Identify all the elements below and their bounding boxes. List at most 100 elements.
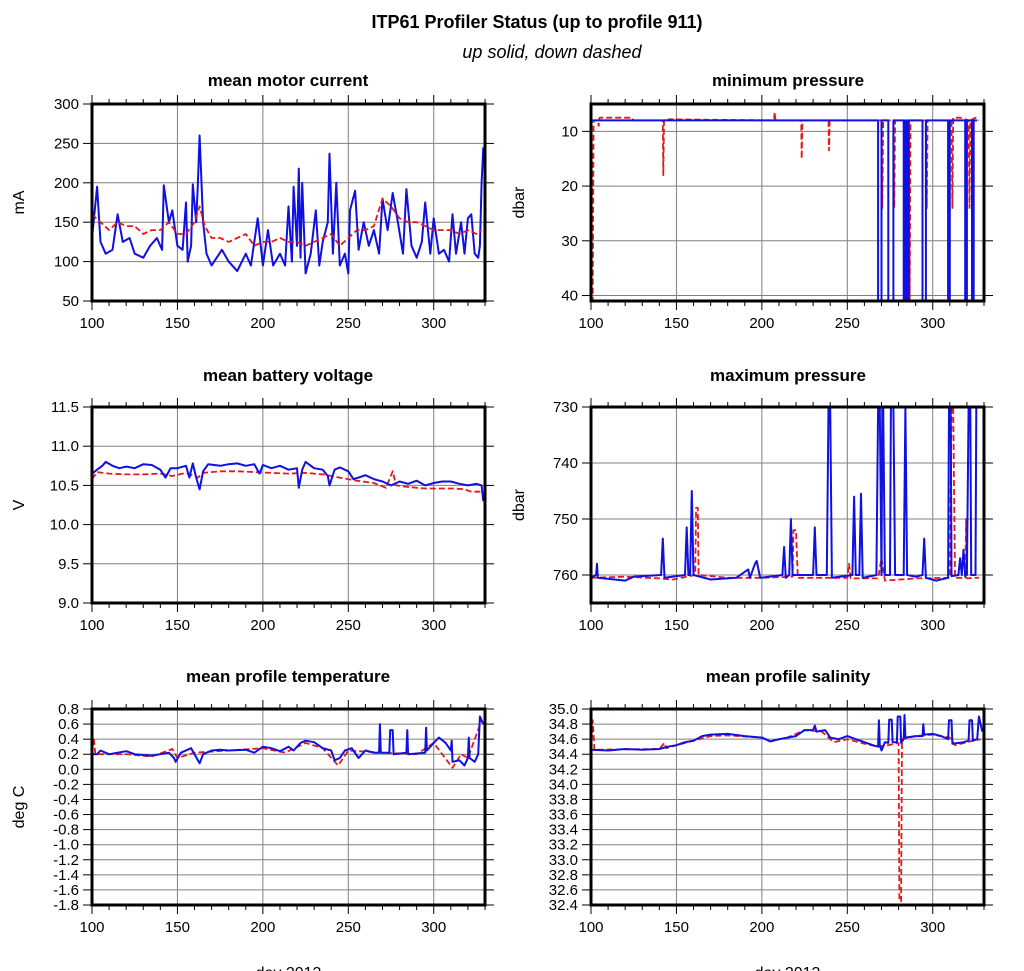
y-tick-label: 34.8 [549, 716, 578, 733]
y-tick-label: 740 [553, 455, 578, 472]
y-tick-label: -0.8 [53, 822, 79, 839]
y-axis-label: dbar [511, 488, 528, 521]
x-axis-label: day 2013 [256, 965, 322, 971]
x-tick-label: 250 [835, 315, 860, 332]
y-tick-label: 250 [54, 135, 79, 152]
y-tick-label: 0.4 [58, 731, 79, 748]
x-tick-label: 250 [336, 919, 361, 936]
plot-frame [90, 707, 487, 907]
y-tick-label: 33.4 [549, 822, 578, 839]
y-tick-label: 34.2 [549, 761, 578, 778]
x-tick-label: 300 [421, 617, 446, 634]
y-tick-label: 50 [62, 293, 79, 310]
down-series-line [591, 719, 981, 903]
panel-3: maximum pressure dbar 100 150 200 250 300 730 74… [511, 366, 993, 634]
up-series-line [92, 715, 485, 767]
y-tick-label: 100 [54, 254, 79, 271]
y-tick-label: 11.5 [51, 399, 79, 416]
plot-frame [589, 102, 986, 303]
x-tick-label: 200 [250, 315, 275, 332]
y-tick-label: 300 [54, 96, 79, 113]
y-tick-label: 0.8 [58, 701, 79, 718]
plot-frame [90, 405, 487, 605]
x-tick-label: 200 [250, 617, 275, 634]
y-tick-label: 730 [553, 399, 578, 416]
y-tick-label: 9.5 [58, 556, 79, 573]
y-axis-label: dbar [511, 186, 528, 219]
x-tick-label: 100 [578, 315, 603, 332]
y-tick-label: 20 [561, 178, 578, 195]
y-axis-label: mA [11, 190, 28, 214]
y-tick-label: 34.4 [549, 746, 578, 763]
y-tick-label: -1.8 [53, 897, 79, 914]
down-series-line [92, 197, 483, 247]
x-tick-label: 300 [421, 315, 446, 332]
plot-frame [589, 405, 986, 605]
x-tick-label: 300 [920, 919, 945, 936]
panel-1: minimum pressure dbar 100 150 200 250 300 10 20 3… [511, 71, 993, 332]
down-series-line [591, 407, 979, 582]
y-tick-label: -0.6 [53, 807, 79, 824]
panel-title: minimum pressure [712, 71, 864, 90]
y-tick-label: 32.8 [549, 867, 578, 884]
x-tick-label: 250 [835, 617, 860, 634]
x-tick-label: 150 [165, 617, 190, 634]
x-tick-label: 200 [749, 919, 774, 936]
up-series-line [92, 134, 485, 275]
x-tick-label: 300 [920, 315, 945, 332]
y-tick-label: 33.6 [549, 807, 578, 824]
x-tick-label: 250 [835, 919, 860, 936]
panel-title: maximum pressure [710, 366, 866, 385]
figure-title: ITP61 Profiler Status (up to profile 911… [371, 12, 702, 32]
y-tick-label: 9.0 [58, 595, 79, 612]
y-tick-label: 32.4 [549, 897, 578, 914]
x-tick-label: 200 [250, 919, 275, 936]
y-tick-label: 11.0 [51, 438, 79, 455]
x-tick-label: 200 [749, 617, 774, 634]
x-tick-label: 150 [664, 617, 689, 634]
y-tick-label: -1.2 [53, 852, 79, 869]
x-tick-label: 250 [336, 315, 361, 332]
up-series-line [92, 460, 485, 502]
up-series-line [592, 119, 978, 301]
x-tick-label: 100 [578, 919, 603, 936]
x-tick-label: 100 [79, 315, 104, 332]
y-tick-label: 35.0 [549, 701, 578, 718]
y-tick-label: 760 [553, 567, 578, 584]
y-tick-label: 10 [561, 123, 578, 140]
x-axis-label: day 2013 [755, 965, 821, 971]
plot-frame [90, 102, 487, 303]
y-tick-label: -1.4 [53, 867, 79, 884]
panel-title: mean battery voltage [203, 366, 373, 385]
x-tick-label: 250 [336, 617, 361, 634]
y-tick-label: -1.6 [53, 882, 79, 899]
panel-title: mean motor current [208, 71, 369, 90]
x-tick-label: 300 [421, 919, 446, 936]
plot-frame [589, 707, 986, 907]
figure-subtitle: up solid, down dashed [462, 42, 642, 62]
y-tick-label: 0.2 [58, 746, 79, 763]
y-tick-label: 750 [553, 511, 578, 528]
y-tick-label: 33.2 [549, 837, 578, 854]
x-tick-label: 100 [578, 617, 603, 634]
y-tick-label: 33.8 [549, 791, 578, 808]
x-tick-label: 100 [79, 919, 104, 936]
panel-title: mean profile temperature [186, 667, 390, 686]
y-tick-label: 0.6 [58, 716, 79, 733]
x-tick-label: 150 [165, 919, 190, 936]
y-tick-label: -0.2 [53, 776, 79, 793]
y-tick-label: -1.0 [53, 837, 79, 854]
y-tick-label: 200 [54, 175, 79, 192]
y-tick-label: 34.6 [549, 731, 578, 748]
y-axis-label: V [11, 499, 28, 510]
x-tick-label: 150 [664, 919, 689, 936]
panel-2: mean battery voltage V 100 150 200 250 300 9.0 9… [11, 366, 494, 634]
panel-title: mean profile salinity [706, 667, 871, 686]
x-tick-label: 150 [664, 315, 689, 332]
down-series-line [591, 111, 980, 301]
y-tick-label: 150 [54, 214, 79, 231]
y-tick-label: 0.0 [58, 761, 79, 778]
down-series-line [92, 719, 483, 769]
